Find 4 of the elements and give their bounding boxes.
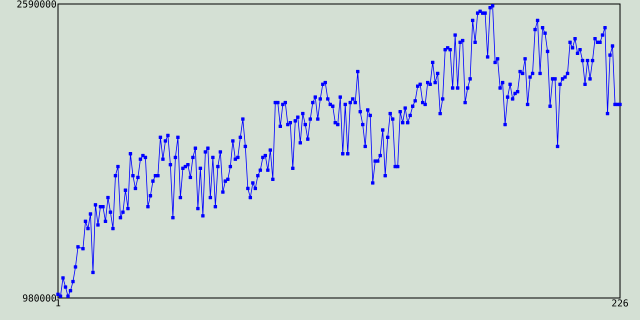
y-tick-label: 980000: [22, 294, 56, 302]
y-tick-label: 2590000: [17, 0, 56, 8]
x-tick-label: 226: [612, 299, 628, 307]
x-tick-label: 1: [56, 299, 60, 306]
